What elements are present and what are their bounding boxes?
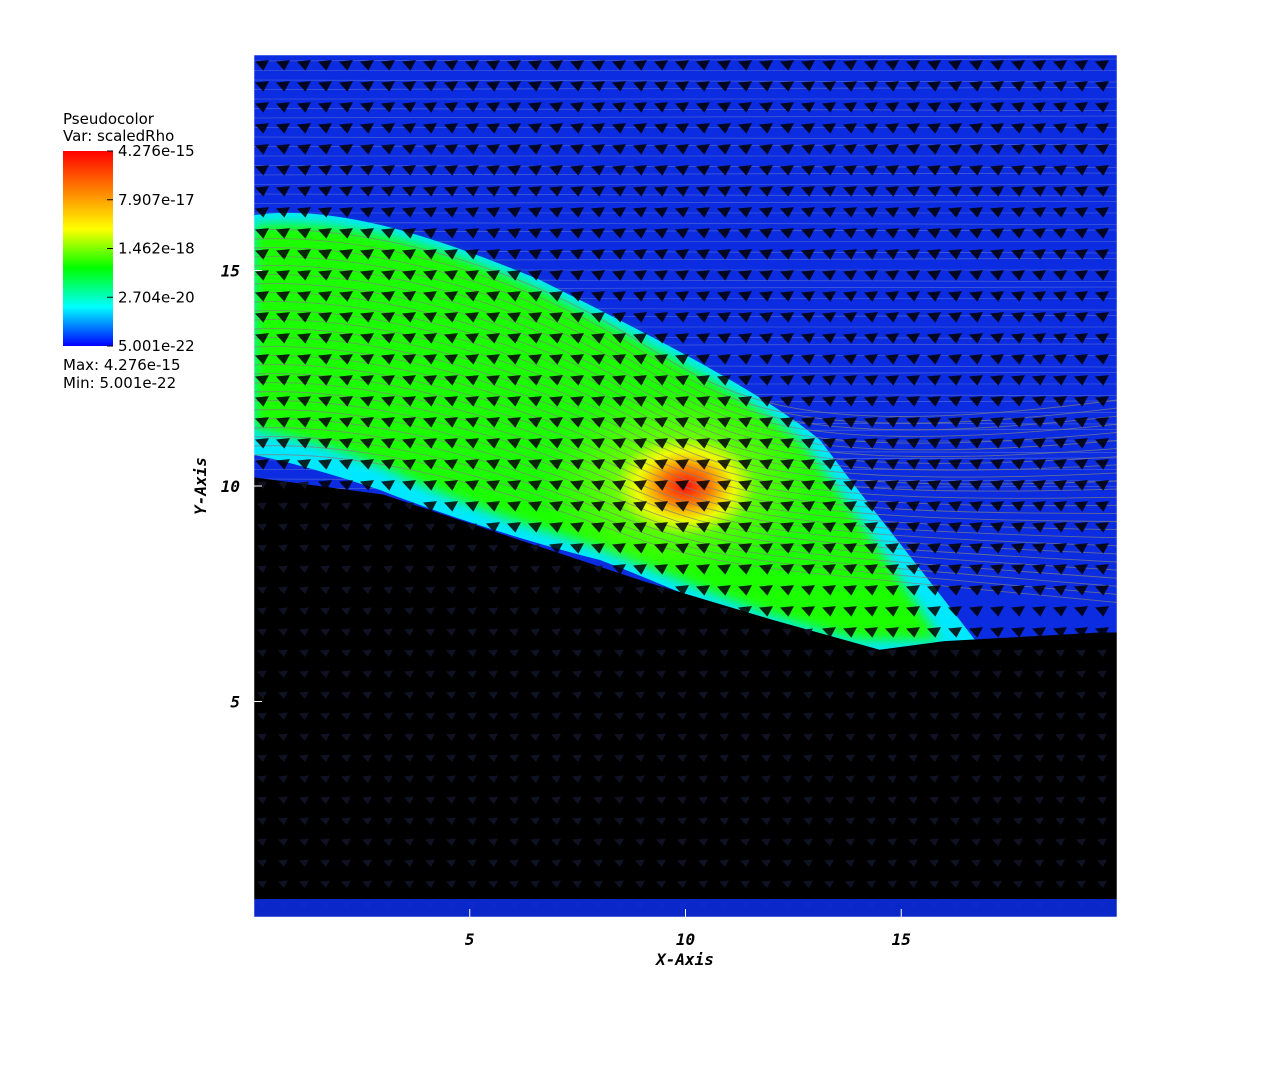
colorbar-label: 7.907e-17	[118, 191, 195, 209]
legend: Pseudocolor Var: scaledRho 4.276e-15 7.90…	[63, 110, 195, 392]
x-axis: 5 10 15	[465, 909, 911, 949]
legend-plot-type: Pseudocolor	[63, 110, 155, 128]
colorbar-label: 1.462e-18	[118, 240, 195, 258]
x-axis-title: X-Axis	[654, 950, 714, 969]
y-tick-label: 5	[230, 693, 240, 712]
x-tick-label: 10	[676, 930, 695, 949]
legend-max: Max: 4.276e-15	[63, 356, 181, 374]
legend-min: Min: 5.001e-22	[63, 374, 176, 392]
legend-variable: Var: scaledRho	[63, 127, 174, 145]
colorbar-labels: 4.276e-15 7.907e-17 1.462e-18 2.704e-20 5.00…	[107, 142, 195, 355]
x-tick-label: 5	[465, 930, 475, 949]
y-axis-title: Y-Axis	[191, 457, 210, 515]
colorbar-label: 5.001e-22	[118, 337, 195, 355]
colorbar-label: 2.704e-20	[118, 288, 195, 306]
x-tick-label: 15	[892, 930, 911, 949]
colorbar-label: 4.276e-15	[118, 142, 195, 160]
y-tick-label: 10	[221, 477, 240, 496]
y-tick-label: 15	[221, 262, 240, 281]
vector-glyphs	[255, 60, 1109, 909]
colorbar	[63, 151, 113, 346]
y-axis: 5 10 15	[221, 262, 262, 712]
